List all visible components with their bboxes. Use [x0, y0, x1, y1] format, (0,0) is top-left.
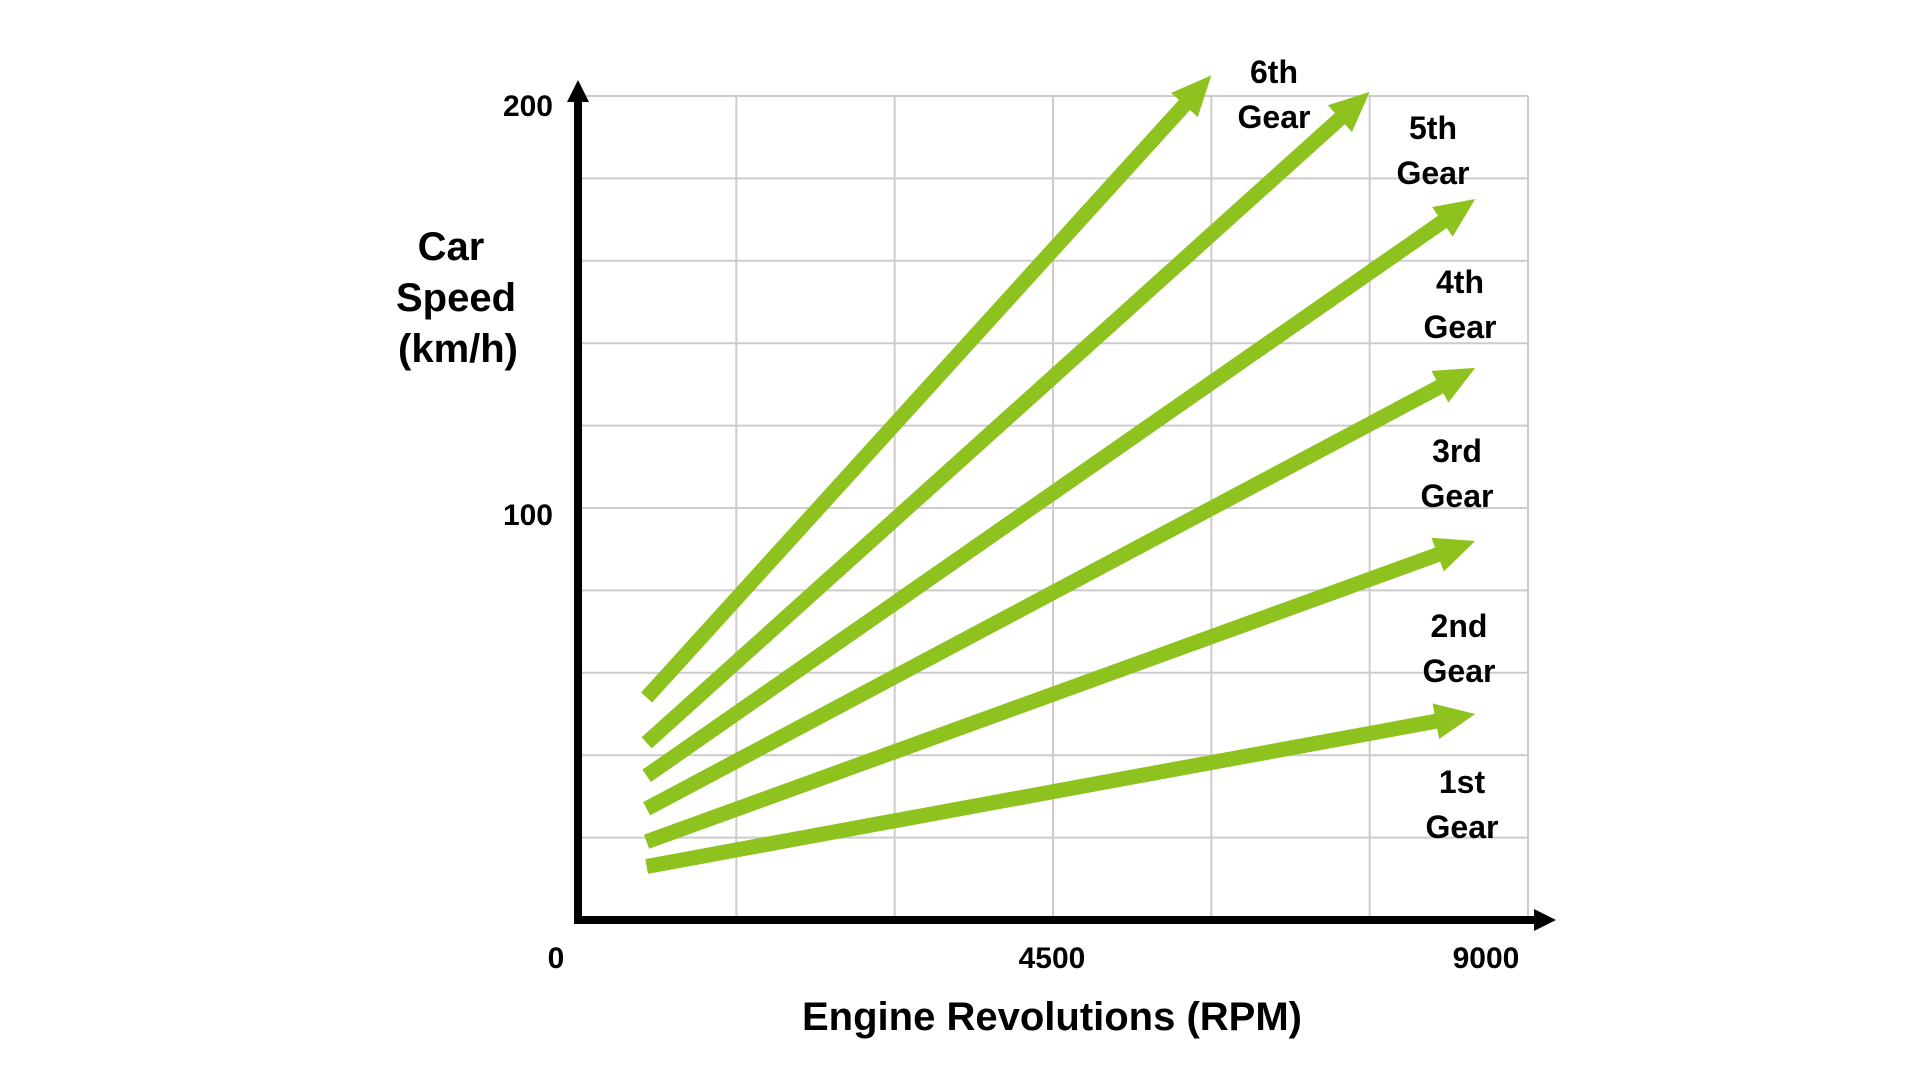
5th-gear-label-line-1: 5th	[1409, 110, 1457, 146]
3rd-gear-label-line-2: Gear	[1421, 478, 1494, 514]
2nd-gear-label-line-2: Gear	[1423, 653, 1496, 689]
3rd-gear-label-line-1: 3rd	[1432, 433, 1482, 469]
4th-gear-label-line-2: Gear	[1424, 309, 1497, 345]
3rd-gear-line	[643, 379, 1446, 816]
2nd-gear-arrowhead	[1431, 537, 1476, 572]
x-tick-0: 0	[548, 942, 565, 975]
axes	[567, 80, 1556, 931]
1st-gear-label-line-1: 1st	[1439, 764, 1486, 800]
x-tick-4500: 4500	[1019, 942, 1086, 975]
4th-gear-arrowhead	[1432, 199, 1476, 237]
y-axis-label-line-3: (km/h)	[398, 327, 518, 371]
4th-gear-label-line-1: 4th	[1436, 264, 1484, 300]
6th-gear-label-line-1: 6th	[1250, 54, 1298, 90]
5th-gear-arrowhead	[1327, 91, 1370, 133]
y-axis-arrowhead	[567, 80, 589, 102]
2nd-gear-line	[644, 546, 1443, 849]
x-axis-label: Engine Revolutions (RPM)	[802, 995, 1302, 1039]
x-tick-9000: 9000	[1453, 942, 1520, 975]
5th-gear-line	[641, 111, 1347, 749]
1st-gear-arrowhead	[1432, 703, 1476, 739]
6th-gear-line	[641, 98, 1192, 703]
6th-gear-label-line-2: Gear	[1238, 99, 1311, 135]
y-axis-label-line-1: Car	[418, 225, 485, 269]
6th-gear-arrowhead	[1171, 75, 1212, 118]
4th-gear-line	[642, 214, 1449, 782]
y-tick-200: 200	[503, 90, 553, 123]
y-axis-label-line-2: Speed	[396, 276, 516, 320]
gear-lines	[641, 75, 1476, 874]
1st-gear-line	[645, 713, 1440, 874]
y-tick-100: 100	[503, 499, 553, 532]
1st-gear-label-line-2: Gear	[1426, 809, 1499, 845]
gear-labels: 1st Gear 2nd Gear 3rd Gear 4th Gear 5th Gear 6th Ge…	[1238, 54, 1499, 845]
5th-gear-label-line-2: Gear	[1397, 155, 1470, 191]
3rd-gear-arrowhead	[1431, 367, 1476, 403]
2nd-gear-label-line-1: 2nd	[1431, 608, 1488, 644]
x-axis-arrowhead	[1534, 909, 1556, 931]
